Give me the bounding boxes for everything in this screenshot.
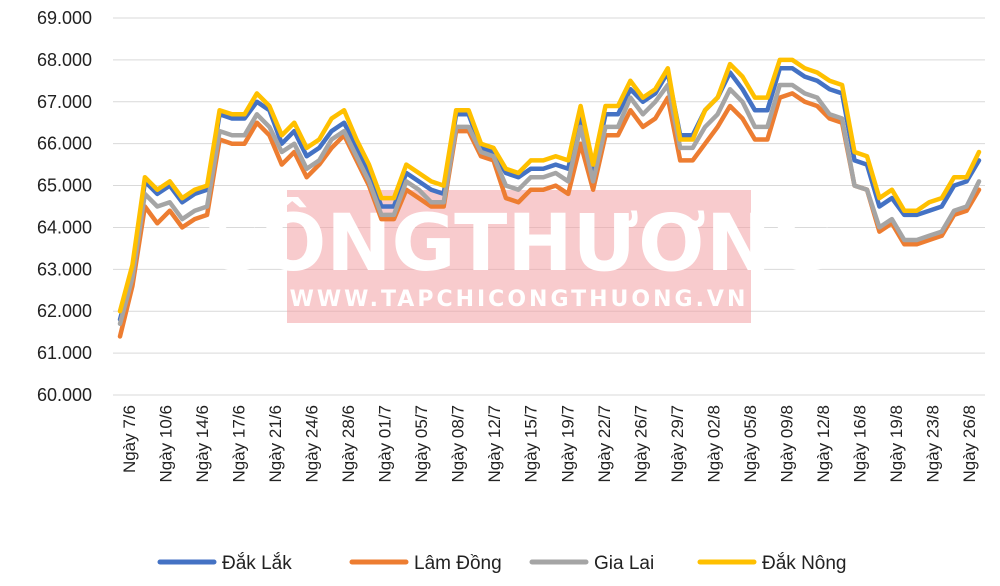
y-tick-label: 68.000 [37,50,92,70]
x-tick-label: Ngày 29/7 [668,405,687,483]
series-line-2 [117,82,982,327]
series-line-0 [117,66,982,322]
x-tick-label: Ngày 05/8 [741,405,760,483]
x-tick-label: Ngày 24/6 [303,405,322,483]
legend-label: Đắk Lắk [222,552,292,574]
x-tick-label: Ngày 14/6 [193,405,212,483]
x-tick-label: Ngày 7/6 [120,405,139,473]
x-tick-label: Ngày 12/7 [485,405,504,483]
y-tick-label: 67.000 [37,92,92,112]
x-tick-label: Ngày 26/7 [631,405,650,483]
x-tick-label: Ngày 10/6 [157,405,176,483]
y-tick-label: 66.000 [37,134,92,154]
y-tick-label: 60.000 [37,385,92,405]
watermark-url: WWW.TAPCHICONGTHUONG.VN [290,287,749,312]
x-axis-ticks: Ngày 7/6 Ngày 10/6 Ngày 14/6 Ngày 17/6 Ngày … [120,405,979,483]
x-tick-label: Ngày 17/6 [230,405,249,483]
legend-label: Gia Lai [594,553,654,574]
x-tick-label: Ngày 15/7 [522,405,541,483]
series-line-1 [117,91,982,339]
watermark-title: CÔNGTHƯƠNG [203,197,836,289]
watermark: CÔNGTHƯƠNG WWW.TAPCHICONGTHUONG.VN [203,190,836,323]
x-tick-label: Ngày 22/7 [595,405,614,483]
y-tick-label: 61.000 [37,343,92,363]
series-line-3 [117,57,982,314]
y-tick-label: 65.000 [37,176,92,196]
x-tick-label: Ngày 23/8 [923,405,942,483]
legend-label: Đắk Nông [762,552,847,574]
y-tick-label: 62.000 [37,301,92,321]
x-tick-label: Ngày 12/8 [814,405,833,483]
x-tick-label: Ngày 19/7 [558,405,577,483]
x-tick-label: Ngày 09/8 [777,405,796,483]
y-tick-label: 69.000 [37,8,92,28]
x-tick-label: Ngày 28/6 [339,405,358,483]
y-tick-label: 63.000 [37,259,92,279]
y-axis-ticks: 60.000 61.000 62.000 63.000 64.000 65.000 66.0… [37,8,92,405]
x-tick-label: Ngày 01/7 [376,405,395,483]
x-tick-label: Ngày 08/7 [449,405,468,483]
legend-label: Lâm Đồng [414,553,502,574]
legend: Đắk Lắk Lâm Đồng Gia Lai Đắk Nông [157,552,847,574]
series-lines [117,57,982,339]
x-tick-label: Ngày 26/8 [960,405,979,483]
y-tick-label: 64.000 [37,217,92,237]
x-tick-label: Ngày 21/6 [266,405,285,483]
x-tick-label: Ngày 19/8 [887,405,906,483]
x-tick-label: Ngày 05/7 [412,405,431,483]
x-tick-label: Ngày 16/8 [850,405,869,483]
x-tick-label: Ngày 02/8 [704,405,723,483]
